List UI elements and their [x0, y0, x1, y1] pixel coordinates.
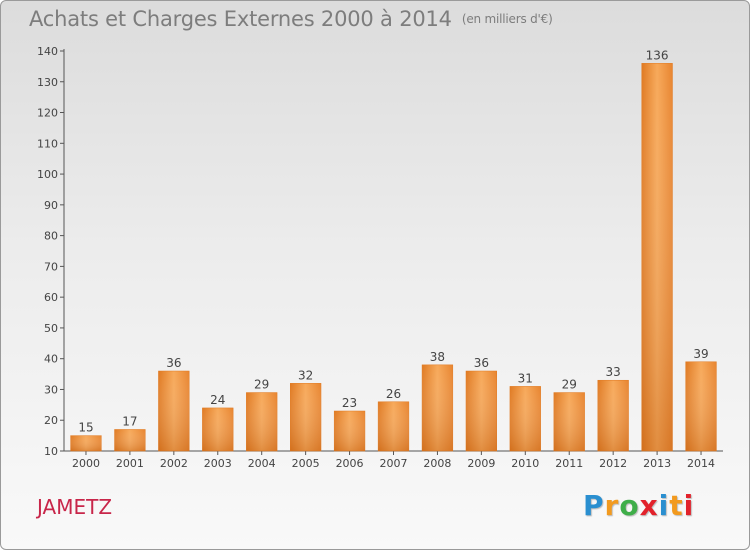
bar-shade-2012: [597, 380, 629, 451]
x-tick-label: 2012: [599, 457, 627, 470]
bar-shade-2005: [290, 383, 322, 451]
bar-shade-2006: [334, 411, 365, 451]
bar-shade-2002: [158, 371, 190, 451]
y-tick-label: 130: [37, 76, 58, 89]
bar-value-label: 29: [562, 378, 577, 392]
x-tick-label: 2008: [423, 457, 451, 470]
y-tick-label: 30: [44, 383, 58, 396]
bar-value-label: 39: [693, 347, 708, 361]
chart-unit: (en milliers d'€): [461, 12, 553, 26]
x-tick-label: 2000: [72, 457, 100, 470]
logo-letter: i: [658, 489, 670, 522]
logo-letter: r: [604, 489, 620, 522]
bar-value-label: 23: [342, 396, 357, 410]
logo-letter: P: [583, 489, 605, 522]
bar-value-label: 29: [254, 378, 269, 392]
x-tick-label: 2007: [380, 457, 408, 470]
x-tick-label: 2005: [292, 457, 320, 470]
logo-letter: x: [639, 489, 659, 522]
y-tick-label: 120: [37, 107, 58, 120]
bar-value-label: 33: [606, 365, 621, 379]
y-tick-label: 80: [44, 230, 58, 243]
x-tick-label: 2013: [643, 457, 671, 470]
y-tick-label: 50: [44, 322, 58, 335]
x-tick-label: 2010: [511, 457, 539, 470]
y-tick-label: 100: [37, 168, 58, 181]
x-tick-label: 2002: [160, 457, 188, 470]
y-tick-label: 110: [37, 137, 58, 150]
x-tick-label: 2004: [248, 457, 276, 470]
bar-value-label: 36: [474, 356, 489, 370]
bar-value-label: 24: [210, 393, 225, 407]
y-tick-label: 40: [44, 353, 58, 366]
y-tick-label: 140: [37, 45, 58, 58]
logo-letter: t: [669, 489, 684, 522]
bar-value-label: 32: [298, 368, 313, 382]
x-tick-label: 2011: [555, 457, 583, 470]
chart-title-text: Achats et Charges Externes 2000 à 2014: [29, 7, 452, 31]
bar-value-label: 15: [78, 421, 93, 435]
y-tick-label: 70: [44, 260, 58, 273]
bars: 15 17 36 24 29 32 23 26 38 36 31 29 33 136 39: [70, 48, 717, 452]
bar-value-label: 136: [646, 48, 669, 62]
bar-value-label: 17: [122, 414, 137, 428]
y-tick-label: 90: [44, 199, 58, 212]
x-tick-label: 2003: [204, 457, 232, 470]
bar-shade-2013: [641, 63, 673, 452]
bar-value-label: 38: [430, 350, 445, 364]
x-tick-label: 2006: [336, 457, 364, 470]
bar-value-label: 36: [166, 356, 181, 370]
bar-value-label: 26: [386, 387, 401, 401]
bar-shade-2001: [114, 429, 146, 451]
logo-letter: o: [619, 489, 640, 522]
y-axis: 10 20 30 40 50 60 70 80 90 100 110 120 130 140: [37, 45, 65, 458]
y-tick-label: 10: [44, 445, 58, 458]
y-tick-label: 60: [44, 291, 58, 304]
bar-shade-2009: [465, 371, 497, 451]
x-axis: 2000 2001 2002 2003 2004 2005 2006 2007 2008 2009…: [64, 450, 723, 470]
x-tick-label: 2014: [687, 457, 715, 470]
commune-name: JAMETZ: [37, 495, 113, 519]
bar-shade-2008: [422, 364, 453, 451]
x-tick-label: 2009: [467, 457, 495, 470]
proxiti-logo: Proxiti: [583, 489, 694, 522]
x-tick-label: 2001: [116, 457, 144, 470]
bar-value-label: 31: [518, 371, 533, 385]
chart-title: Achats et Charges Externes 2000 à 2014 (e…: [29, 7, 553, 31]
bar-shade-2003: [202, 407, 234, 451]
bar-shade-2010: [509, 386, 541, 451]
bar-shade-2000: [70, 435, 102, 451]
bar-shade-2007: [378, 401, 409, 451]
bar-shade-2014: [685, 361, 717, 451]
bar-shade-2004: [246, 392, 278, 451]
y-tick-label: 20: [44, 414, 58, 427]
bar-shade-2011: [553, 392, 585, 451]
logo-letter: i: [683, 489, 695, 522]
